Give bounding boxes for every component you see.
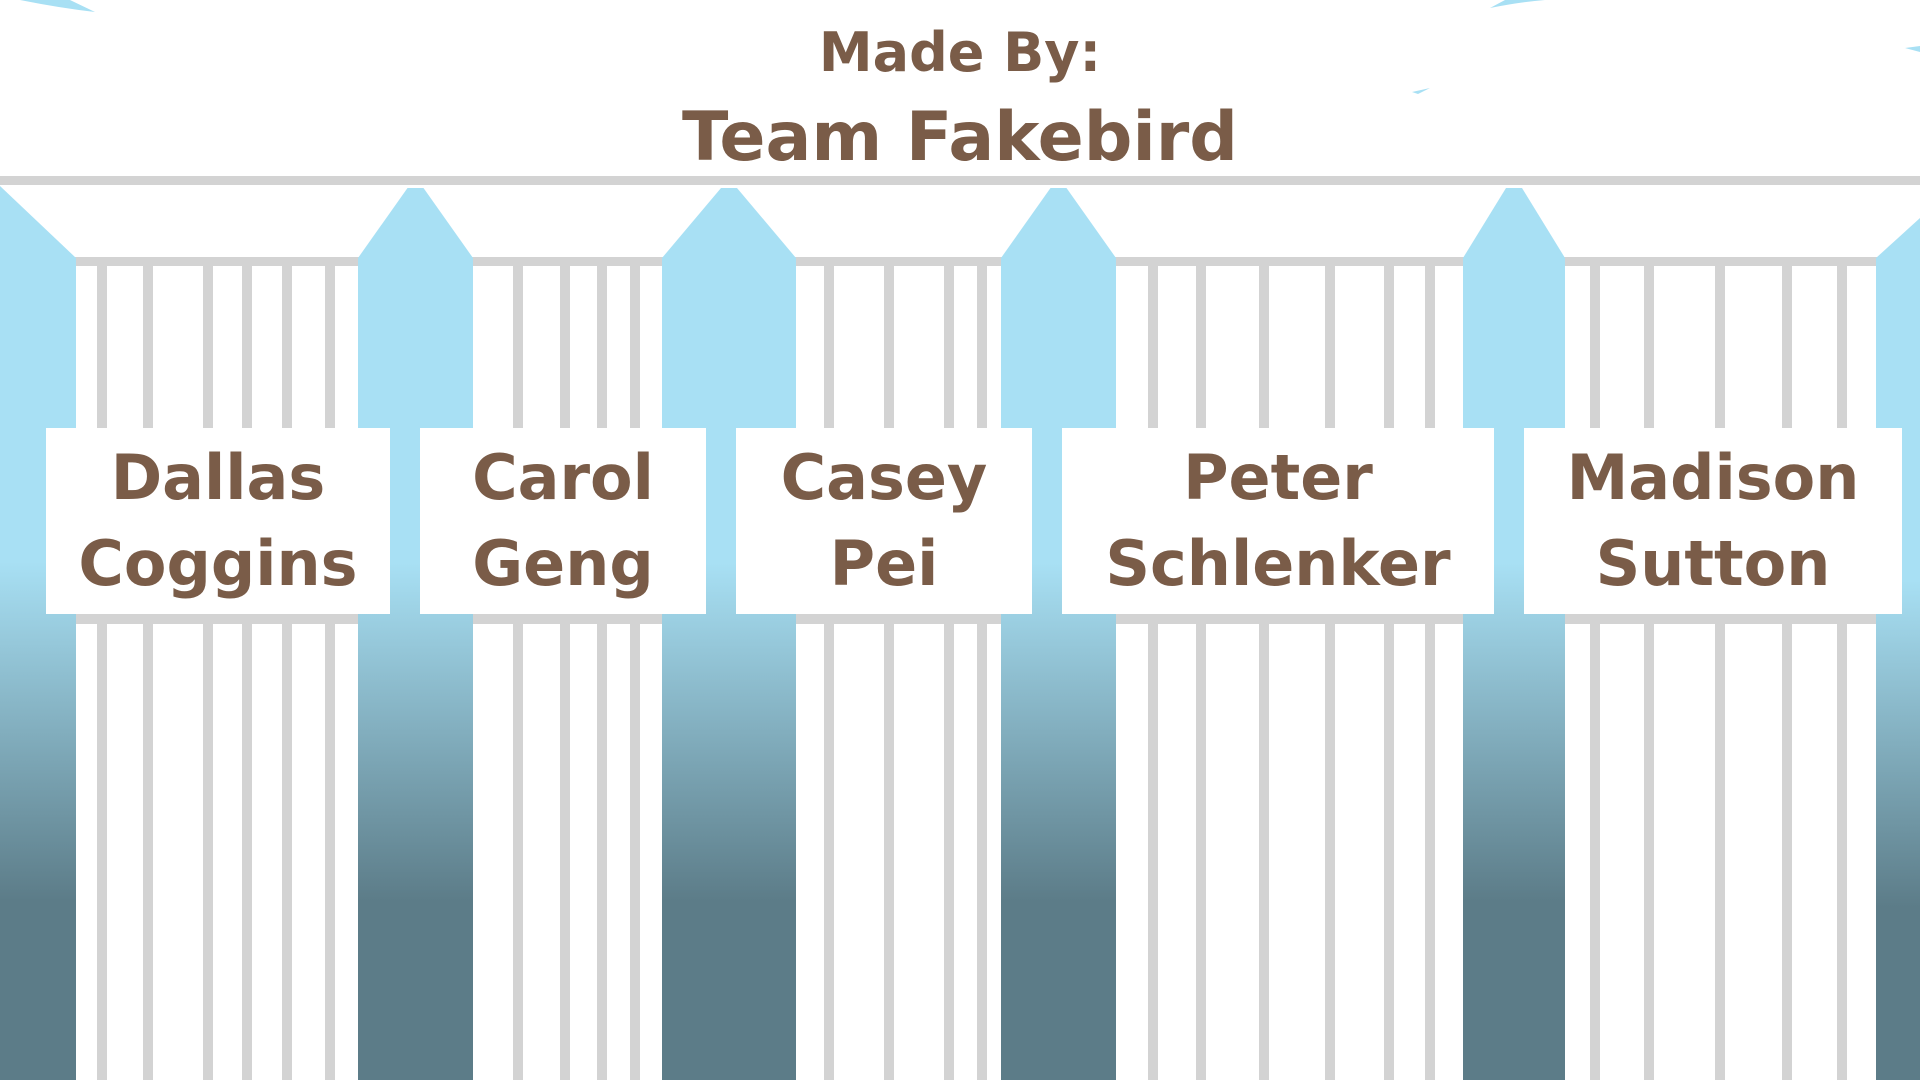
team-name: Team Fakebird — [682, 98, 1238, 177]
fence-picket — [884, 262, 894, 1080]
fence-picket — [203, 262, 213, 1080]
fence-posts — [0, 186, 1920, 1080]
sky-stroke — [1412, 88, 1430, 94]
fence-picket — [824, 262, 834, 1080]
fence-rails — [0, 176, 1920, 624]
sky-stroke — [1905, 46, 1920, 52]
fence-picket — [1259, 262, 1269, 1080]
fence-picket — [1715, 262, 1725, 1080]
fence-picket — [1196, 262, 1206, 1080]
fence-picket — [143, 262, 153, 1080]
member-card-madison: Madison Sutton — [1524, 428, 1902, 614]
fence-picket — [977, 262, 987, 1080]
fence-picket — [1782, 262, 1792, 1080]
member-card-dallas: Dallas Coggins — [46, 428, 390, 614]
member-last-name: Geng — [472, 527, 654, 600]
fence-post — [662, 188, 796, 1080]
fence-picket — [1148, 262, 1158, 1080]
member-last-name: Sutton — [1595, 527, 1831, 600]
fence-upper-rail — [0, 257, 1920, 266]
member-last-name: Schlenker — [1105, 527, 1451, 600]
fence-lower-rail — [0, 614, 1920, 624]
member-first-name: Carol — [472, 441, 654, 514]
fence-post — [0, 186, 76, 1080]
fence-picket — [1837, 262, 1847, 1080]
fence-picket — [1384, 262, 1394, 1080]
fence-picket — [242, 262, 252, 1080]
fence-picket — [1590, 262, 1600, 1080]
sky-stroke — [1490, 0, 1545, 8]
fence-top-beam — [0, 176, 1920, 185]
fence-post — [1876, 218, 1920, 1080]
fence-picket — [97, 262, 107, 1080]
member-last-name: Coggins — [78, 527, 358, 600]
member-first-name: Peter — [1183, 441, 1373, 514]
member-card-carol: Carol Geng — [420, 428, 706, 614]
fence-picket — [944, 262, 954, 1080]
fence-picket — [560, 262, 570, 1080]
sky-marks — [20, 0, 1920, 94]
member-card-casey: Casey Pei — [736, 428, 1032, 614]
fence-picket — [597, 262, 607, 1080]
fence-picket — [1644, 262, 1654, 1080]
fence-picket — [282, 262, 292, 1080]
member-first-name: Madison — [1566, 441, 1860, 514]
member-last-name: Pei — [829, 527, 939, 600]
fence-picket — [1325, 262, 1335, 1080]
fence-post — [1001, 188, 1116, 1080]
fence-pickets — [97, 262, 1847, 1080]
fence-post — [1463, 188, 1565, 1080]
fence-picket — [630, 262, 640, 1080]
fence-picket — [325, 262, 335, 1080]
fence-post — [358, 188, 473, 1080]
made-by-label: Made By: — [818, 21, 1102, 84]
member-first-name: Dallas — [110, 441, 326, 514]
sky-stroke — [20, 0, 95, 12]
fence-picket — [513, 262, 523, 1080]
fence-picket — [1425, 262, 1435, 1080]
member-first-name: Casey — [780, 441, 988, 514]
member-card-peter: Peter Schlenker — [1062, 428, 1494, 614]
